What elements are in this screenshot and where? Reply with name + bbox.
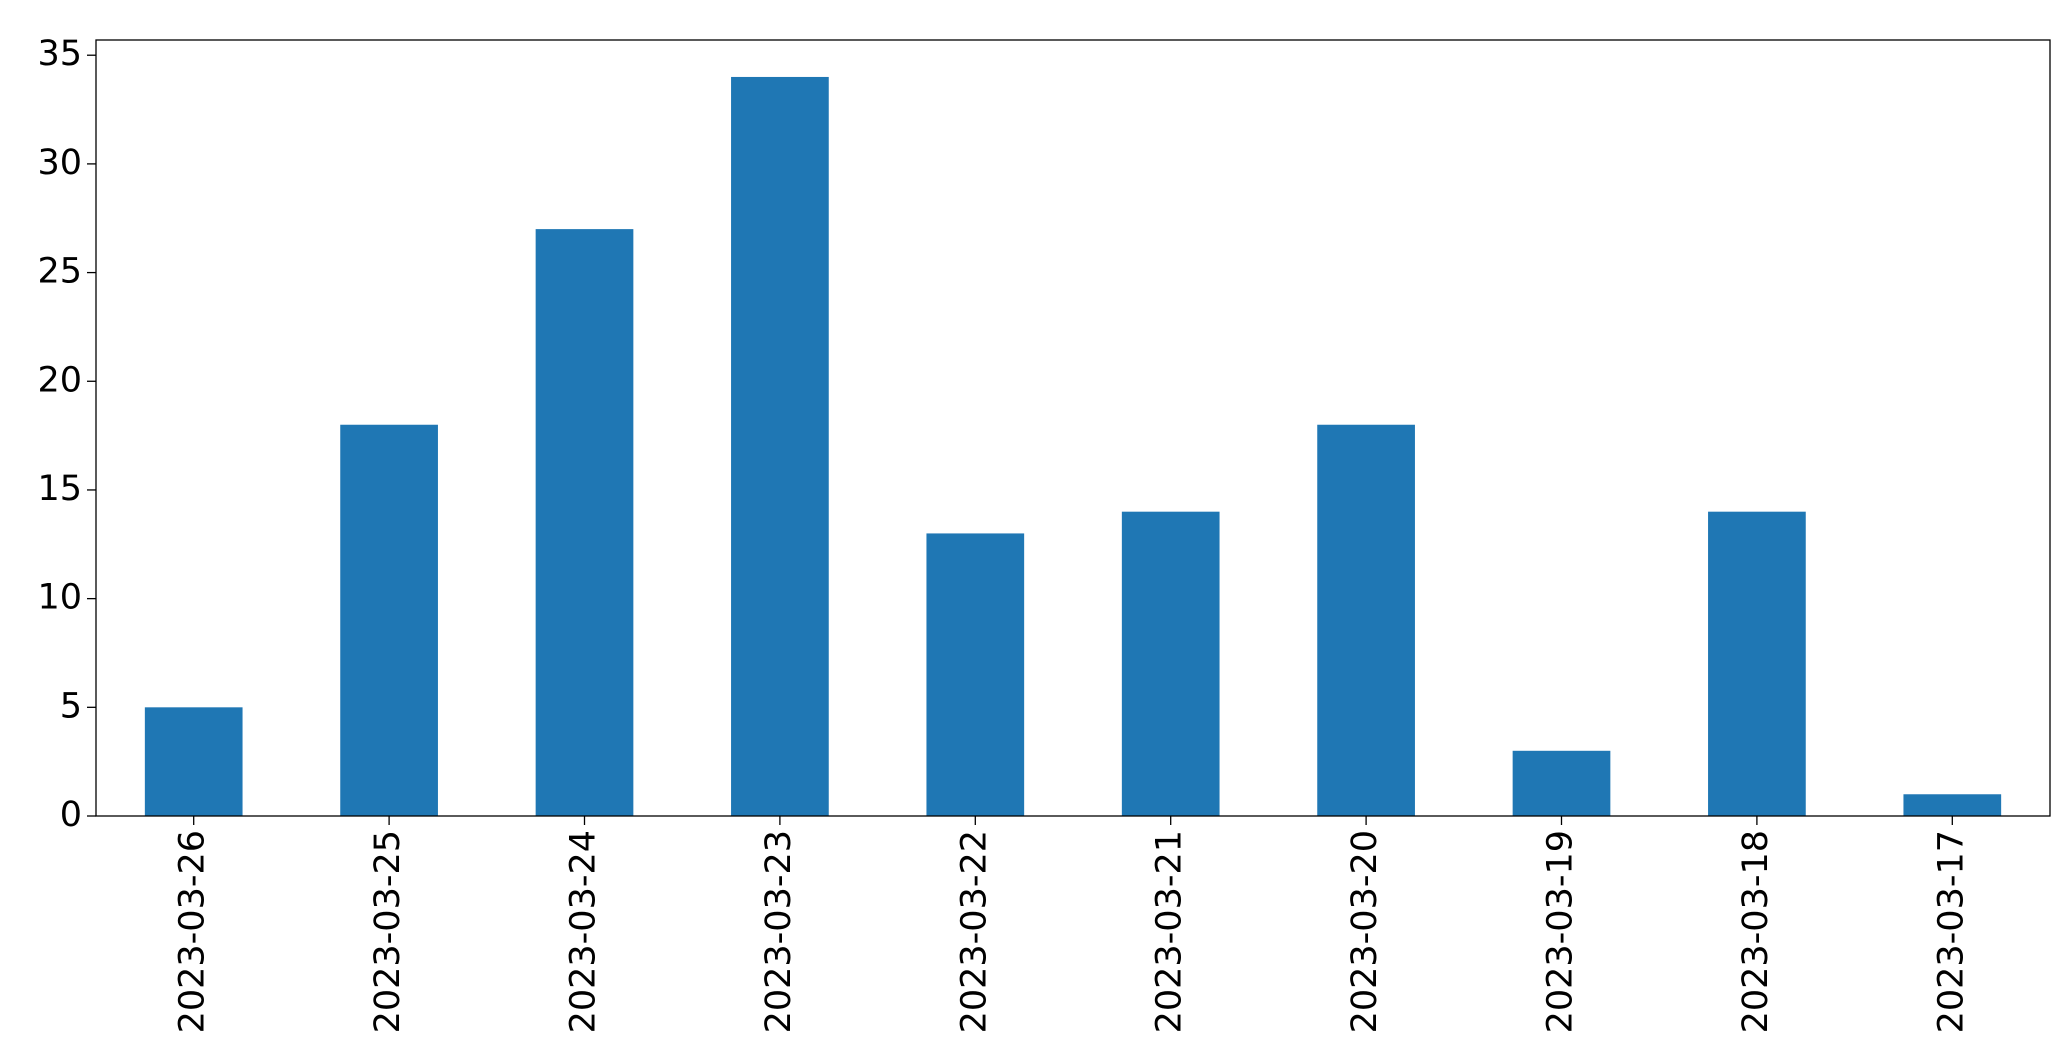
y-tick-label: 0: [60, 795, 82, 835]
y-tick-label: 30: [37, 143, 82, 183]
bar: [731, 76, 829, 816]
bar: [1903, 794, 2002, 816]
y-tick-label: 10: [37, 578, 82, 618]
bar: [1708, 511, 1806, 816]
x-tick-label: 2023-03-23: [759, 830, 799, 1033]
x-tick-label: 2023-03-17: [1931, 830, 1971, 1033]
bar: [535, 229, 634, 816]
x-tick-label: 2023-03-24: [564, 830, 604, 1033]
y-tick-label: 5: [60, 686, 82, 726]
y-tick-label: 35: [37, 34, 82, 74]
y-tick-label: 15: [37, 469, 82, 509]
plot-frame: [95, 39, 2051, 817]
bar: [1317, 424, 1415, 816]
bar: [340, 424, 438, 816]
bar: [1512, 750, 1611, 816]
x-tick-label: 2023-03-25: [368, 830, 408, 1033]
x-tick-label: 2023-03-22: [954, 830, 994, 1033]
x-tick-label: 2023-03-26: [173, 830, 213, 1033]
bar: [1121, 511, 1220, 816]
y-tick-label: 25: [37, 252, 82, 292]
x-tick-label: 2023-03-20: [1345, 830, 1385, 1033]
x-tick-label: 2023-03-19: [1541, 830, 1581, 1033]
bar: [926, 533, 1025, 816]
x-tick-label: 2023-03-21: [1150, 830, 1190, 1033]
bar: [144, 707, 243, 816]
y-tick-label: 20: [37, 360, 82, 400]
x-tick-label: 2023-03-18: [1736, 830, 1776, 1033]
